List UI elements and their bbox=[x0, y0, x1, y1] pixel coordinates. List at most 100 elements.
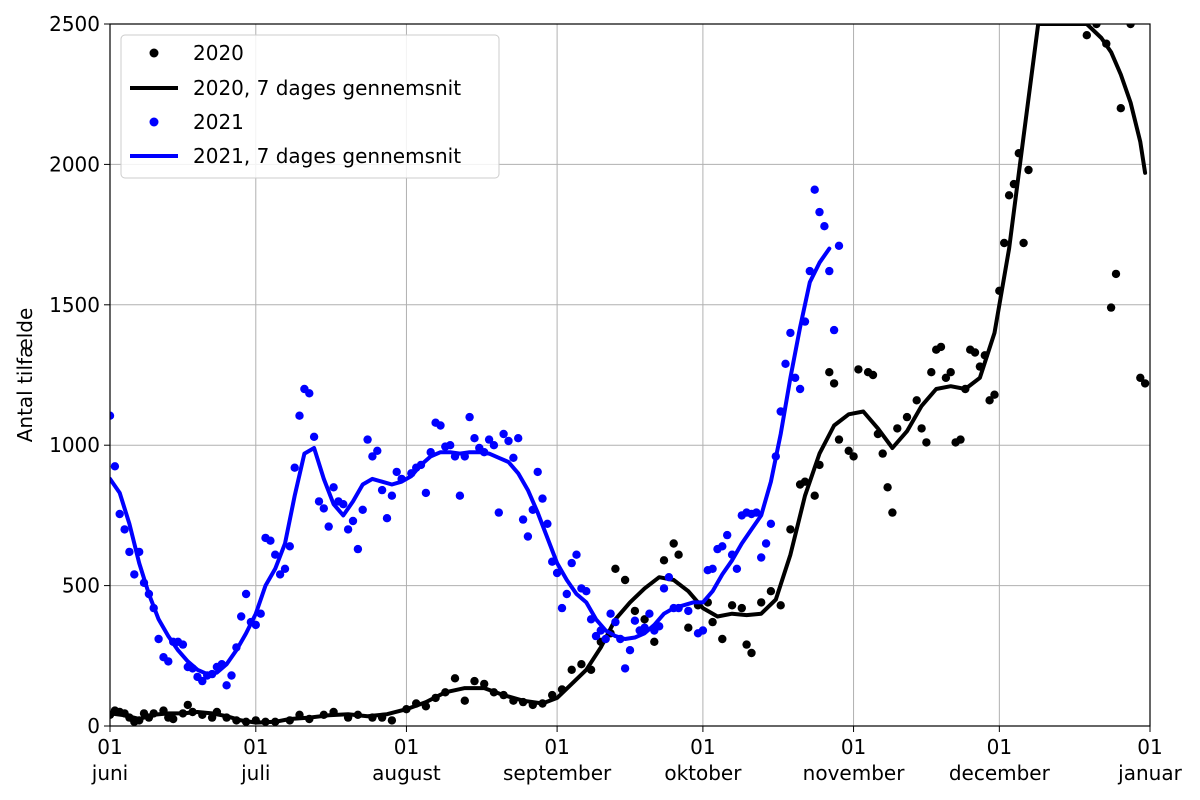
data-point bbox=[572, 550, 581, 559]
y-tick-label: 2500 bbox=[49, 12, 100, 36]
x-tick-label-day: 01 bbox=[987, 735, 1012, 759]
data-point bbox=[888, 508, 897, 517]
data-point bbox=[377, 485, 387, 495]
data-point bbox=[1092, 24, 1101, 29]
data-point bbox=[844, 446, 853, 455]
legend-entry-2020-avg: 2020, 7 dages gennemsnit bbox=[130, 76, 461, 100]
data-point bbox=[650, 637, 659, 646]
data-point bbox=[314, 497, 324, 506]
data-point bbox=[582, 587, 591, 596]
data-point bbox=[489, 441, 499, 450]
x-tick-label-day: 01 bbox=[97, 735, 122, 759]
y-tick-label: 1500 bbox=[49, 293, 100, 317]
data-point bbox=[684, 606, 693, 616]
y-tick-label: 0 bbox=[87, 714, 100, 738]
data-point bbox=[659, 584, 669, 593]
data-point bbox=[805, 266, 814, 276]
data-point bbox=[985, 396, 994, 405]
y-axis: 0 500 1000 1500 2000 2500 bbox=[49, 12, 110, 738]
data-point bbox=[868, 370, 878, 380]
x-tick-label-day: 01 bbox=[243, 735, 268, 759]
data-point bbox=[295, 411, 304, 420]
x-tick-label-day: 01 bbox=[544, 735, 569, 759]
plot-frame bbox=[109, 23, 1151, 727]
data-point bbox=[1140, 379, 1150, 388]
data-point bbox=[169, 714, 178, 724]
data-point bbox=[324, 522, 333, 531]
data-point bbox=[601, 634, 610, 644]
data-point bbox=[834, 241, 844, 250]
data-point bbox=[946, 368, 955, 377]
x-tick-label-day: 01 bbox=[690, 735, 715, 759]
data-point bbox=[237, 612, 246, 621]
data-point bbox=[727, 601, 737, 610]
data-point bbox=[499, 429, 508, 439]
data-point bbox=[465, 412, 474, 422]
data-point bbox=[343, 525, 353, 534]
data-point bbox=[387, 716, 397, 725]
data-point bbox=[567, 558, 576, 568]
data-point bbox=[674, 550, 683, 559]
x-tick-label-day: 01 bbox=[1137, 735, 1162, 759]
data-point bbox=[251, 620, 260, 630]
data-point bbox=[791, 373, 800, 382]
data-point bbox=[761, 539, 771, 548]
data-point bbox=[820, 222, 829, 231]
data-point bbox=[669, 539, 678, 548]
data-point bbox=[664, 573, 674, 582]
data-point bbox=[1126, 24, 1135, 29]
legend: 2020 2020, 7 dages gennemsnit 2021 2021,… bbox=[120, 34, 500, 179]
data-point bbox=[358, 505, 367, 514]
data-point bbox=[241, 589, 251, 599]
data-point bbox=[810, 185, 819, 194]
y-axis-label: Antal tilfælde bbox=[13, 308, 37, 443]
data-point bbox=[514, 434, 523, 443]
x-tick-label-month: november bbox=[803, 761, 906, 785]
data-point bbox=[936, 342, 946, 352]
data-point bbox=[227, 671, 236, 680]
series-3 bbox=[110, 246, 832, 677]
data-point bbox=[421, 488, 431, 498]
data-point bbox=[620, 575, 630, 585]
x-tick-label-month: august bbox=[372, 761, 441, 785]
legend-label-2020: 2020 bbox=[193, 41, 244, 65]
y-tick-label: 1000 bbox=[49, 433, 100, 457]
data-point bbox=[504, 436, 513, 446]
data-point bbox=[718, 634, 727, 644]
data-point bbox=[1106, 303, 1116, 312]
data-point bbox=[708, 564, 717, 573]
data-point bbox=[611, 564, 620, 573]
data-point bbox=[533, 467, 542, 477]
data-point bbox=[893, 424, 902, 433]
data-point bbox=[825, 266, 834, 276]
data-point bbox=[450, 674, 460, 683]
data-point bbox=[110, 411, 115, 420]
data-point bbox=[630, 606, 640, 616]
data-point bbox=[154, 634, 163, 644]
x-tick-label-month: januar bbox=[1117, 761, 1182, 785]
data-point bbox=[577, 660, 586, 669]
data-point bbox=[606, 609, 615, 618]
data-point bbox=[990, 390, 999, 399]
data-point bbox=[684, 623, 693, 632]
data-point bbox=[183, 700, 192, 710]
x-tick-label-month: juli bbox=[240, 761, 270, 785]
legend-entry-2021-avg: 2021, 7 dages gennemsnit bbox=[130, 144, 461, 168]
legend-label-2021: 2021 bbox=[193, 110, 244, 134]
data-point bbox=[815, 207, 824, 217]
data-point bbox=[110, 462, 120, 471]
data-point bbox=[538, 494, 547, 503]
data-point bbox=[562, 589, 571, 599]
data-point bbox=[387, 491, 397, 500]
series-1 bbox=[110, 24, 1148, 725]
data-point bbox=[902, 412, 912, 422]
data-point bbox=[222, 681, 231, 690]
data-point bbox=[353, 544, 363, 554]
y-tick-label: 500 bbox=[62, 574, 100, 598]
data-point bbox=[518, 515, 528, 524]
data-point bbox=[620, 664, 630, 673]
data-point bbox=[290, 463, 299, 472]
data-point bbox=[825, 368, 834, 377]
data-point bbox=[786, 525, 795, 534]
